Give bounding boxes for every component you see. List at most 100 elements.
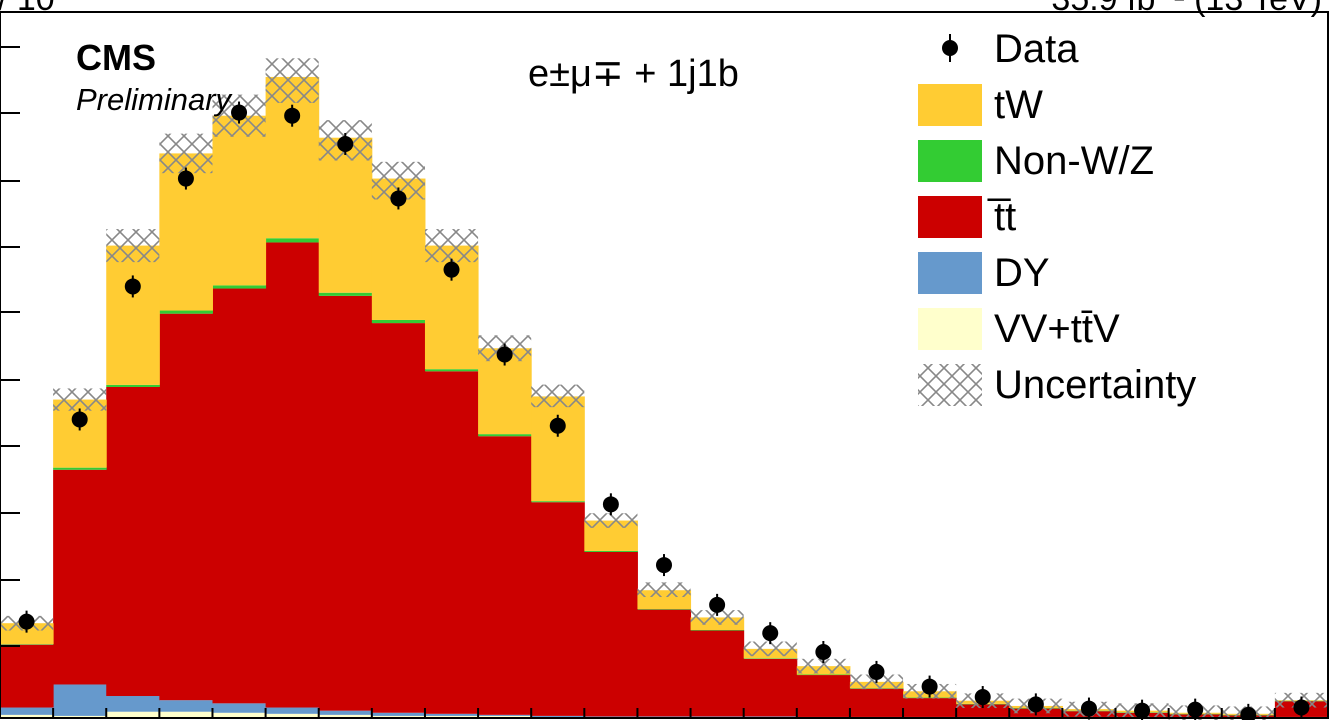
- data-point-5: [284, 107, 301, 124]
- bar-VV-9: [478, 715, 532, 718]
- legend-label-DY: DY: [994, 251, 1050, 295]
- data-point-7: [390, 190, 407, 207]
- uncertainty-band-5: [265, 58, 319, 103]
- data-point-6: [337, 135, 354, 152]
- bar-tW-6: [318, 137, 373, 293]
- uncertainty-band-1: [53, 388, 107, 411]
- data-point-18: [974, 689, 991, 706]
- uncertainty-band-14: [743, 641, 797, 657]
- data-points: [18, 101, 1310, 720]
- legend: Data tW Non-W/Z t̅t DY VV+tt̄V Uncertainty: [918, 27, 1196, 407]
- data-point-2: [124, 278, 141, 295]
- bar-ttbar-15: [796, 675, 851, 717]
- legend-entry-ttbar: t̅t: [918, 195, 1016, 239]
- legend-label-ttbar: t̅t: [987, 195, 1016, 239]
- bar-ttbar-4: [212, 288, 267, 704]
- bar-VV-0: [0, 714, 54, 718]
- bar-DY-3: [159, 700, 213, 712]
- legend-entry-DY: DY: [918, 251, 1050, 295]
- legend-swatch-VV: [918, 308, 982, 350]
- bar-nonWZ-10: [531, 501, 585, 503]
- data-point-17: [921, 678, 938, 695]
- channel-label: e±μ∓ + 1j1b: [528, 53, 739, 95]
- uncertainty-band-2: [106, 229, 160, 263]
- bar-VV-3: [159, 711, 213, 718]
- data-point-19: [1027, 696, 1044, 713]
- bar-VV-5: [265, 713, 320, 718]
- bar-nonWZ-8: [424, 369, 479, 372]
- data-point-22: [1187, 701, 1204, 718]
- bar-VV-7: [371, 715, 426, 718]
- uncertainty-band-15: [796, 658, 850, 674]
- bar-nonWZ-7: [371, 319, 426, 324]
- bar-DY-6: [318, 710, 373, 715]
- data-point-15: [815, 644, 832, 661]
- data-point-24: [1293, 699, 1310, 716]
- legend-entry-data: Data: [942, 27, 1079, 71]
- bar-VV-1: [53, 715, 107, 718]
- axis-ticks: [0, 46, 1276, 718]
- bar-ttbar-2: [106, 386, 160, 697]
- bar-ttbar-6: [318, 295, 373, 711]
- bar-nonWZ-15: [796, 674, 851, 676]
- bar-DY-8: [424, 713, 479, 716]
- data-point-3: [177, 170, 194, 187]
- status-label: Preliminary: [76, 82, 234, 117]
- legend-entry-VV: VV+tt̄V: [918, 307, 1120, 351]
- data-point-21: [1134, 702, 1151, 719]
- uncertainty-band-8: [424, 229, 479, 263]
- bar-VV-8: [424, 715, 479, 718]
- bar-nonWZ-12: [637, 609, 692, 610]
- bar-DY-7: [371, 712, 426, 716]
- bar-ttbar-12: [637, 609, 692, 717]
- bar-nonWZ-9: [478, 434, 532, 437]
- bar-VV-2: [106, 711, 160, 718]
- bar-DY-11: [584, 716, 638, 717]
- bar-ttbar-9: [478, 436, 532, 715]
- bar-nonWZ-5: [265, 238, 320, 243]
- bar-DY-10: [531, 715, 585, 717]
- bar-ttbar-10: [531, 502, 585, 716]
- bar-nonWZ-6: [318, 292, 373, 296]
- bar-nonWZ-4: [212, 285, 267, 289]
- plot-frame: [0, 11, 1329, 719]
- bar-DY-14: [743, 716, 798, 717]
- experiment-label: CMS: [76, 37, 156, 78]
- bar-DY-9: [478, 714, 532, 716]
- bar-DY-4: [212, 703, 267, 713]
- legend-entry-nonWZ: Non-W/Z: [918, 139, 1154, 183]
- bar-ttbar-11: [584, 551, 638, 717]
- data-point-11: [602, 496, 619, 513]
- data-point-14: [762, 625, 779, 642]
- header-luminosity: 35.9 fb⁻¹ (13 TeV): [1051, 0, 1322, 18]
- data-point-12: [656, 557, 672, 574]
- bar-ttbar-3: [159, 313, 213, 701]
- bar-ttbar-13: [690, 630, 745, 717]
- bar-DY-2: [106, 696, 160, 712]
- bar-nonWZ-1: [53, 467, 107, 470]
- bar-nonWZ-0: [0, 644, 54, 645]
- bar-nonWZ-13: [690, 630, 745, 631]
- data-point-4: [231, 104, 248, 121]
- bar-ttbar-16: [849, 688, 904, 717]
- bar-ttbar-8: [424, 371, 479, 714]
- bar-tW-4: [212, 115, 267, 286]
- bar-DY-12: [637, 716, 692, 717]
- data-point-9: [496, 346, 513, 363]
- bar-nonWZ-14: [743, 658, 798, 659]
- uncertainty-band-3: [159, 133, 213, 174]
- bar-VV-4: [212, 712, 267, 718]
- bar-ttbar-5: [265, 242, 320, 708]
- data-point-13: [709, 596, 726, 613]
- bar-nonWZ-11: [584, 550, 638, 552]
- uncertainty-band-11: [584, 513, 638, 528]
- bar-VV-6: [318, 714, 373, 718]
- bar-ttbar-0: [0, 644, 54, 708]
- legend-label-uncertainty: Uncertainty: [994, 363, 1196, 407]
- legend-label-nonWZ: Non-W/Z: [994, 139, 1154, 183]
- uncertainty-band-10: [531, 384, 585, 408]
- bar-tW-10: [531, 396, 585, 502]
- legend-swatch-tW: [918, 84, 982, 126]
- legend-swatch-uncertainty: [918, 364, 982, 406]
